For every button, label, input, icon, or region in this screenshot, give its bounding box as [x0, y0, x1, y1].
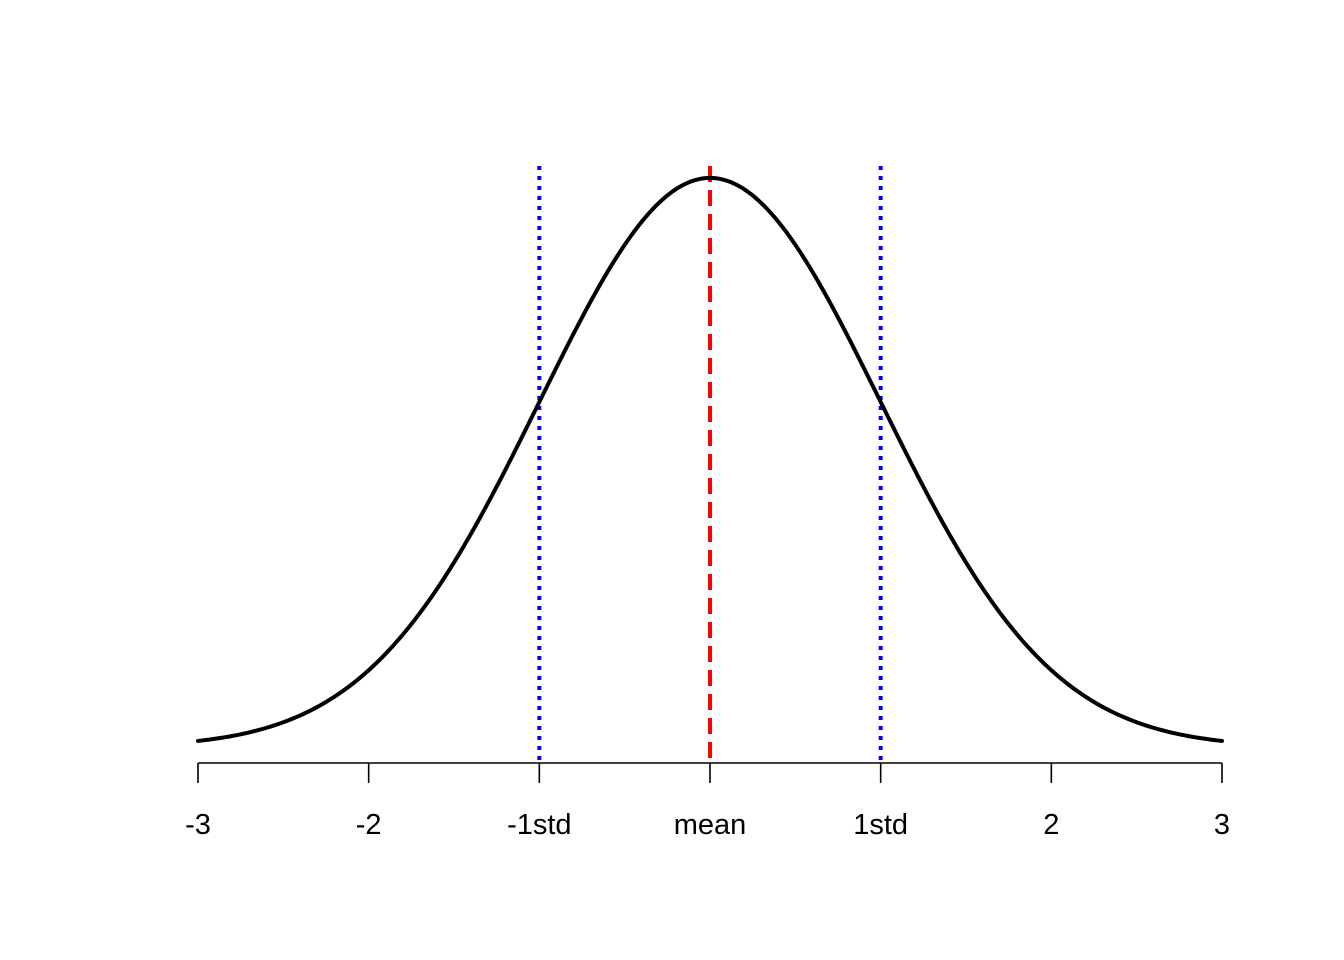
x-tick-label: 1std: [853, 809, 908, 841]
x-tick-label: 3: [1214, 809, 1230, 841]
series-layer: [196, 175, 1224, 743]
density-curve-line: [196, 175, 1224, 743]
reference-lines: [537, 166, 883, 763]
x-tick-label: mean: [674, 809, 747, 841]
x-tick-label: -3: [185, 809, 211, 841]
x-tick-label: 2: [1043, 809, 1059, 841]
x-tick-label: -2: [356, 809, 382, 841]
x-axis: -3 -2 -1std mean 1std 2 3: [185, 762, 1230, 841]
x-tick-label: -1std: [507, 809, 571, 841]
